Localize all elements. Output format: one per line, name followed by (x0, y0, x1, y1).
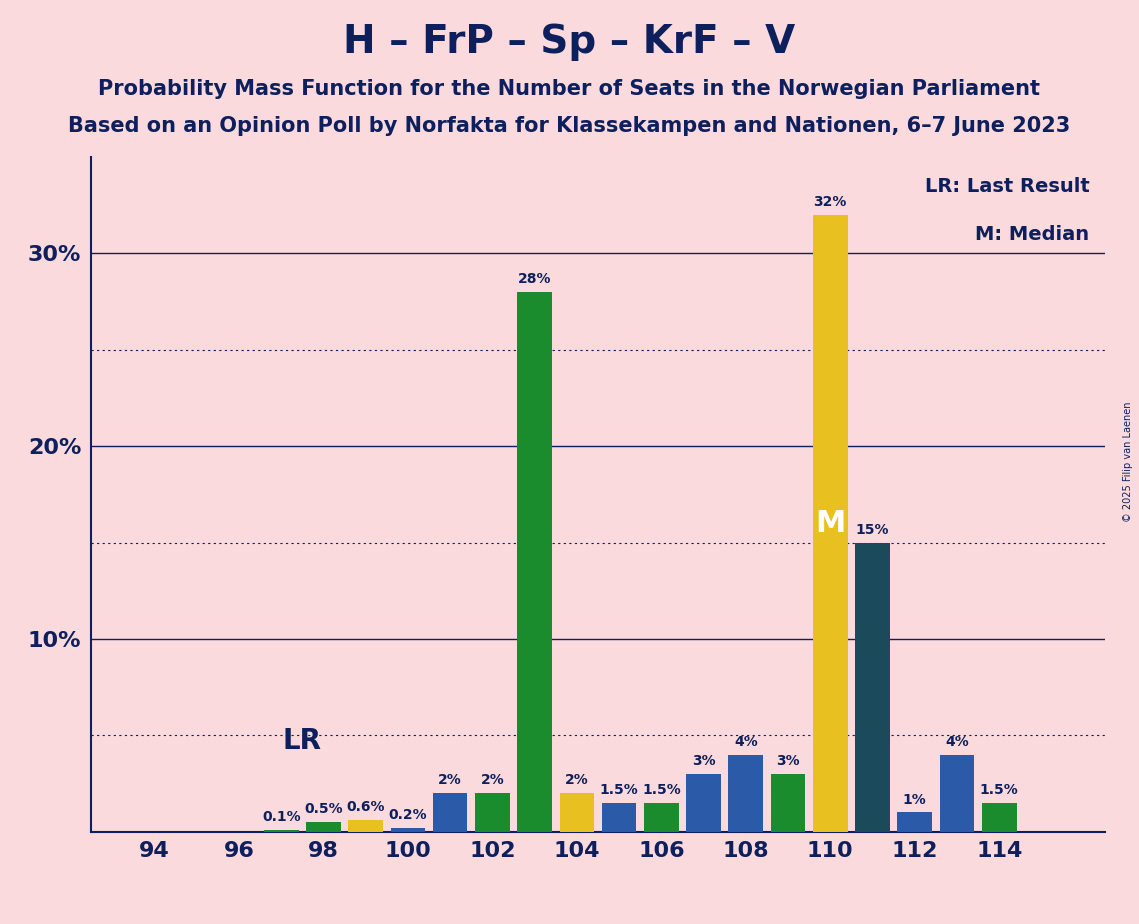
Bar (433, 793, 467, 832)
Text: 2%: 2% (565, 773, 589, 787)
Bar (940, 755, 974, 832)
Text: 28%: 28% (518, 273, 551, 286)
Bar (475, 793, 509, 832)
Bar (517, 292, 552, 832)
Text: 4%: 4% (945, 735, 969, 748)
Text: 1.5%: 1.5% (980, 783, 1018, 796)
Bar (813, 215, 847, 832)
Text: 2%: 2% (481, 773, 505, 787)
Bar (601, 803, 637, 832)
Bar (349, 820, 383, 832)
Text: 0.5%: 0.5% (304, 802, 343, 816)
Text: 0.2%: 0.2% (388, 808, 427, 822)
Text: 15%: 15% (855, 523, 890, 537)
Text: LR: LR (282, 726, 322, 755)
Bar (559, 793, 595, 832)
Text: 0.6%: 0.6% (346, 800, 385, 814)
Text: M: Median: M: Median (975, 225, 1090, 244)
Bar (644, 803, 679, 832)
Text: H – FrP – Sp – KrF – V: H – FrP – Sp – KrF – V (343, 23, 796, 61)
Text: Based on an Opinion Poll by Norfakta for Klassekampen and Nationen, 6–7 June 202: Based on an Opinion Poll by Norfakta for… (68, 116, 1071, 136)
Text: 0.1%: 0.1% (262, 810, 301, 824)
Text: Probability Mass Function for the Number of Seats in the Norwegian Parliament: Probability Mass Function for the Number… (98, 79, 1041, 99)
Text: 1%: 1% (903, 793, 927, 807)
Text: 3%: 3% (777, 754, 800, 768)
Bar (771, 773, 805, 832)
Text: 32%: 32% (813, 195, 847, 209)
Bar (729, 755, 763, 832)
Bar (982, 803, 1016, 832)
Bar (855, 542, 890, 832)
Text: 1.5%: 1.5% (642, 783, 681, 796)
Text: 4%: 4% (734, 735, 757, 748)
Text: 1.5%: 1.5% (600, 783, 639, 796)
Text: M: M (816, 509, 845, 538)
Text: LR: Last Result: LR: Last Result (925, 177, 1090, 196)
Bar (306, 822, 341, 832)
Bar (391, 828, 425, 832)
Bar (898, 812, 932, 832)
Text: © 2025 Filip van Laenen: © 2025 Filip van Laenen (1123, 402, 1133, 522)
Bar (687, 773, 721, 832)
Text: 2%: 2% (439, 773, 462, 787)
Text: 3%: 3% (691, 754, 715, 768)
Bar (264, 830, 298, 832)
